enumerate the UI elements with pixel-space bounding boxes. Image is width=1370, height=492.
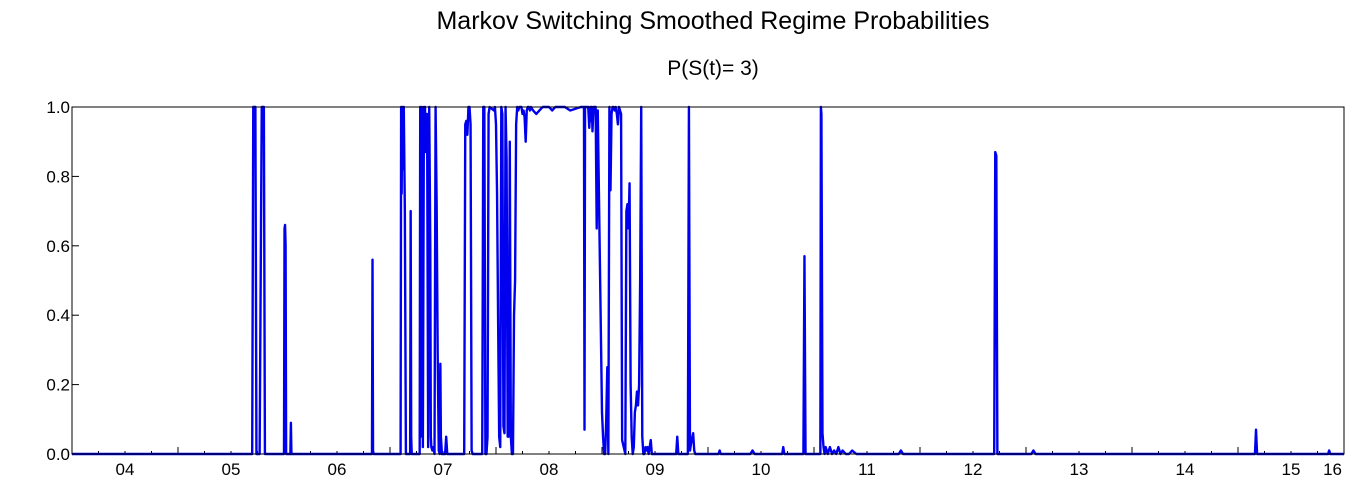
x-tick-label: 10 xyxy=(752,460,771,479)
x-tick-label: 06 xyxy=(328,460,347,479)
plot-area-frame xyxy=(71,106,1345,455)
y-tick-label: 0.8 xyxy=(46,167,70,186)
x-tick-label: 14 xyxy=(1176,460,1195,479)
x-tick-label: 05 xyxy=(222,460,241,479)
y-tick-label: 0.6 xyxy=(46,237,70,256)
chart-title: Markov Switching Smoothed Regime Probabi… xyxy=(436,7,989,35)
y-tick-label: 0.4 xyxy=(46,306,70,325)
y-tick-label: 0.0 xyxy=(46,445,70,464)
chart-subtitle: P(S(t)= 3) xyxy=(667,57,759,80)
x-tick-label: 08 xyxy=(540,460,559,479)
x-tick-label: 15 xyxy=(1282,460,1301,479)
y-tick-label: 0.2 xyxy=(46,376,70,395)
x-tick-label: 12 xyxy=(964,460,983,479)
x-tick-label: 16 xyxy=(1323,460,1342,479)
x-tick-label: 13 xyxy=(1070,460,1089,479)
y-axis-ticks: 0.0 0.2 0.4 0.6 0.8 1.0 xyxy=(46,98,79,464)
x-tick-label: 09 xyxy=(646,460,665,479)
y-tick-label: 1.0 xyxy=(46,98,70,117)
x-tick-label: 07 xyxy=(434,460,453,479)
x-tick-label: 11 xyxy=(858,460,876,479)
x-tick-label: 04 xyxy=(116,460,135,479)
